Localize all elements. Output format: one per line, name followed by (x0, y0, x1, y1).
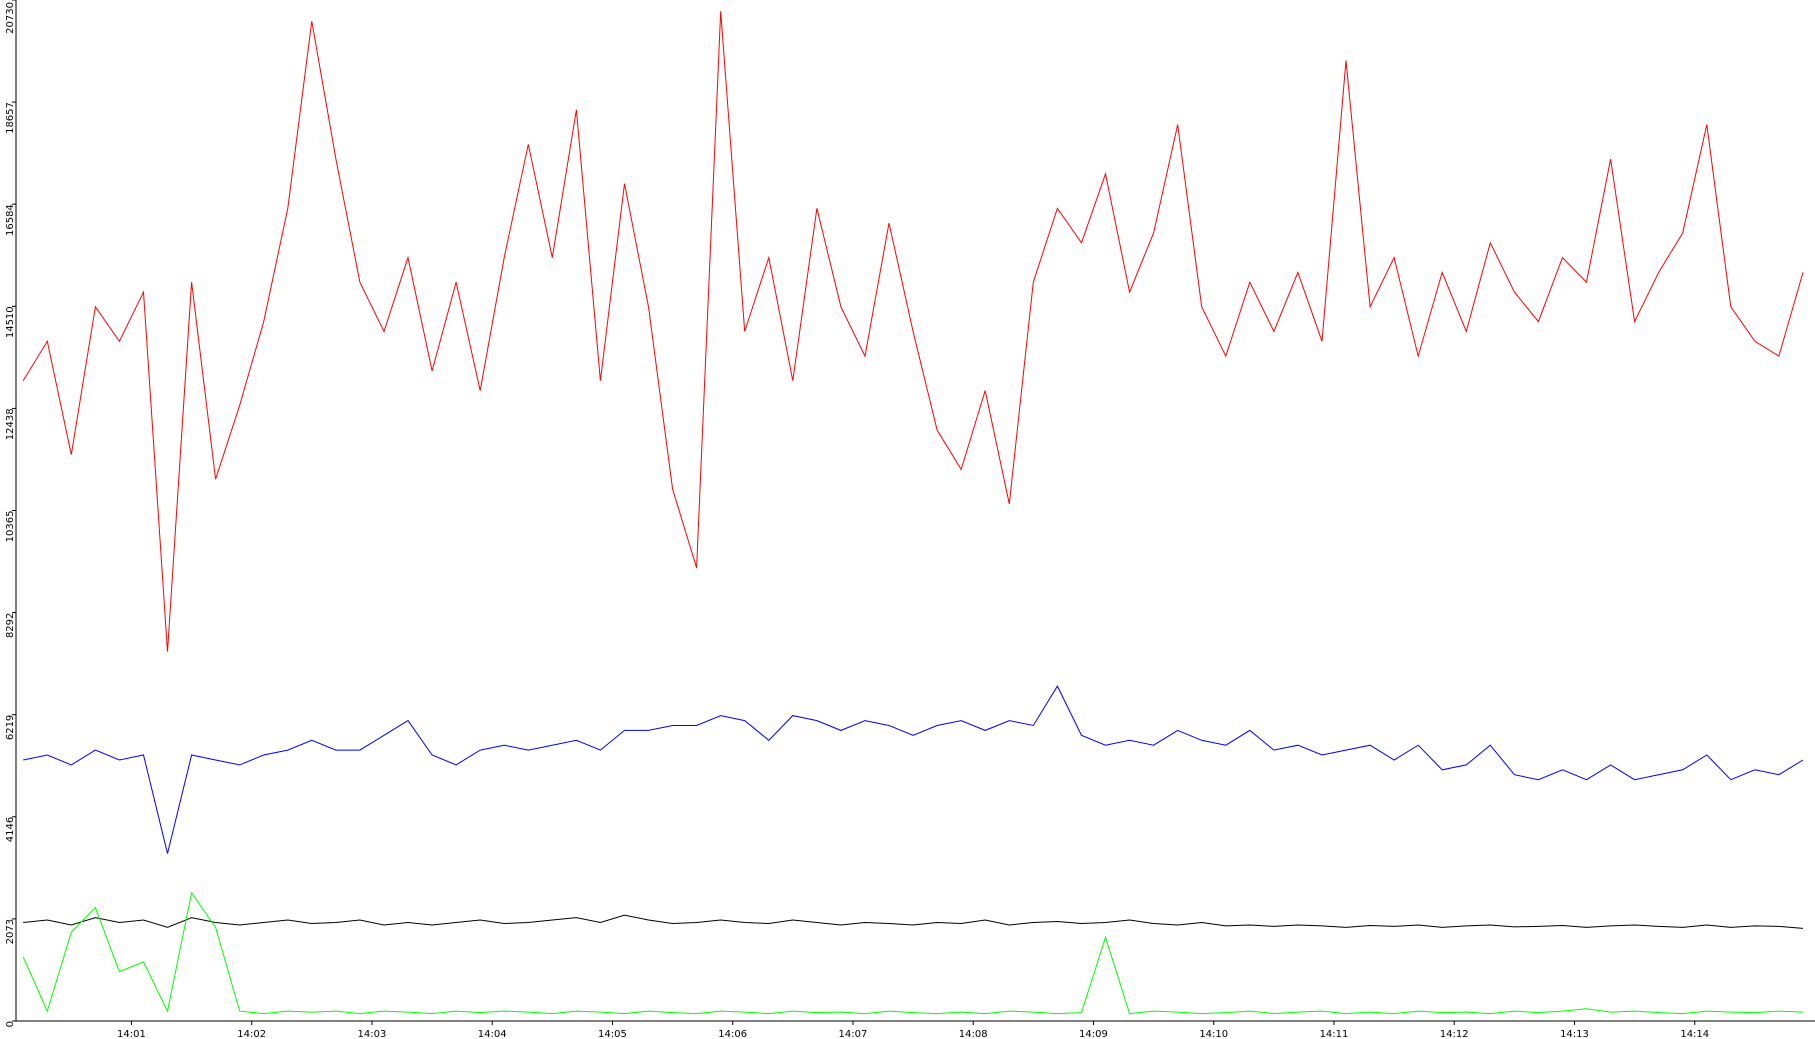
series-line (23, 685, 1804, 854)
y-tick-label: 12438 (5, 408, 16, 440)
x-tick-label: 14:13 (1560, 1029, 1589, 1039)
y-tick-label: 6219 (5, 715, 16, 740)
x-tick-label: 14:03 (358, 1029, 387, 1039)
y-tick-label: 2073 (5, 919, 16, 944)
x-tick-label: 14:05 (598, 1029, 627, 1039)
series-line (23, 914, 1804, 929)
x-tick-label: 14:14 (1680, 1029, 1709, 1039)
x-tick-label: 14:07 (839, 1029, 868, 1039)
x-tick-label: 14:11 (1320, 1029, 1349, 1039)
y-tick-label: 10365 (5, 511, 16, 543)
x-tick-label: 14:08 (959, 1029, 988, 1039)
x-tick-label: 14:12 (1440, 1029, 1469, 1039)
x-tick-label: 14:01 (117, 1029, 146, 1039)
y-tick-label: 14510 (5, 306, 16, 338)
y-tick-label: 20730 (5, 2, 16, 34)
y-tick-label: 8292 (5, 613, 16, 638)
x-tick-label: 14:02 (237, 1029, 266, 1039)
series-line (22, 11, 1804, 652)
y-tick-label: 4146 (5, 817, 16, 842)
x-tick-label: 14:04 (478, 1029, 507, 1039)
y-tick-label: 0 (5, 1021, 16, 1027)
y-tick-label: 18657 (5, 102, 16, 134)
series-line (22, 891, 1804, 1015)
x-tick-label: 14:09 (1079, 1029, 1108, 1039)
y-tick-label: 16584 (5, 204, 16, 236)
x-tick-label: 14:10 (1199, 1029, 1228, 1039)
x-tick-label: 14:06 (718, 1029, 747, 1039)
